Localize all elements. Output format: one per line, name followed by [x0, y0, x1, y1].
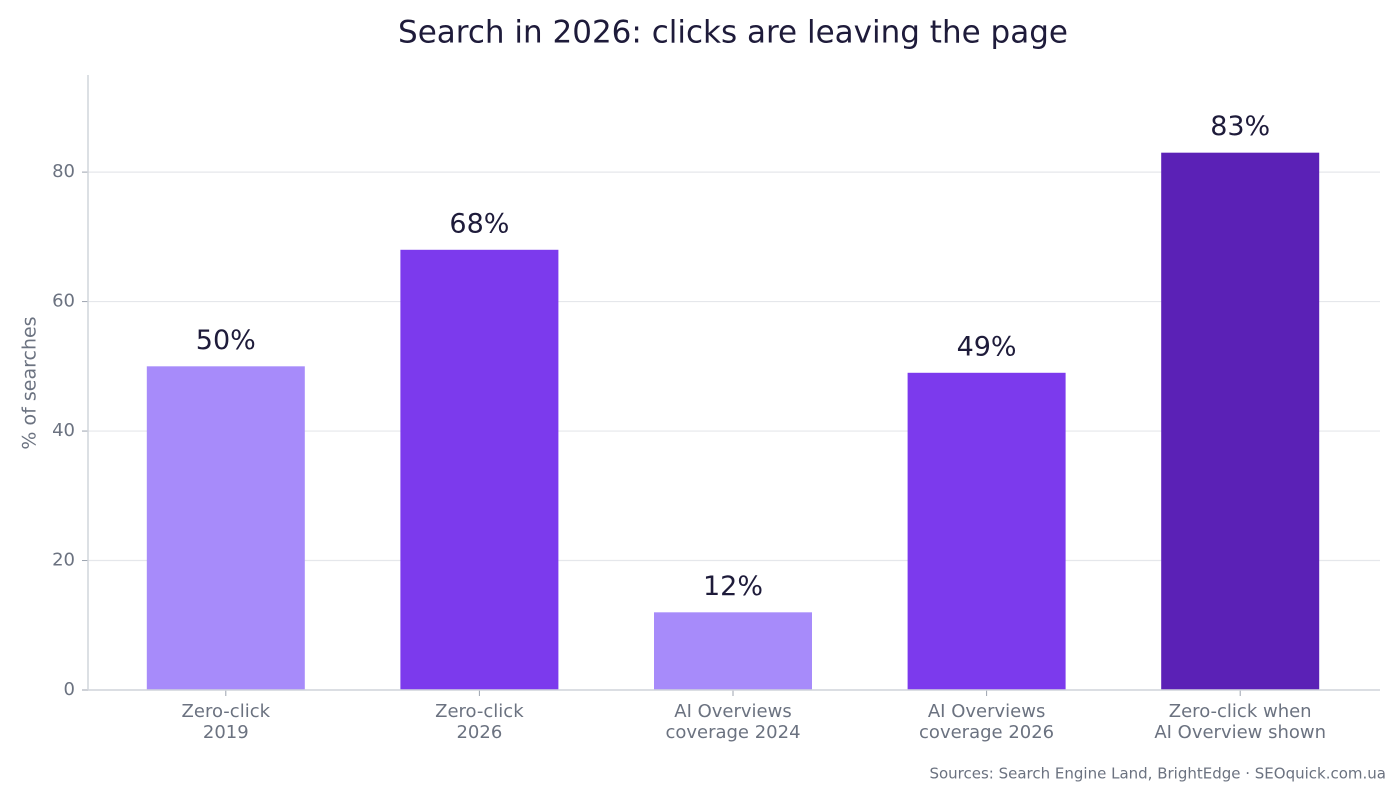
chart-title: Search in 2026: clicks are leaving the p… — [398, 15, 1068, 51]
y-tick-label: 80 — [52, 161, 75, 182]
x-tick-label: Zero-click 2026 — [435, 701, 524, 743]
value-label: 83% — [1210, 111, 1270, 142]
bar — [907, 372, 1066, 690]
x-tick-label: Zero-click when AI Overview shown — [1154, 701, 1327, 743]
x-tick-label: AI Overviews coverage 2026 — [919, 701, 1055, 743]
bar — [146, 366, 305, 690]
value-label: 68% — [449, 208, 509, 239]
y-tick-label: 40 — [52, 420, 75, 441]
x-tick-label: Zero-click 2019 — [181, 701, 271, 743]
y-tick-label: 60 — [52, 291, 75, 312]
bar — [1161, 152, 1320, 690]
value-label: 49% — [957, 331, 1017, 362]
bar — [400, 249, 559, 690]
value-label: 12% — [703, 571, 763, 602]
y-tick-label: 20 — [52, 550, 75, 571]
y-tick-label: 0 — [64, 679, 75, 700]
x-tick-label: AI Overviews coverage 2024 — [665, 701, 801, 743]
y-axis-label: % of searches — [19, 316, 41, 449]
bar — [654, 612, 812, 690]
value-label: 50% — [196, 325, 256, 356]
source-note: Sources: Search Engine Land, BrightEdge … — [929, 765, 1386, 783]
